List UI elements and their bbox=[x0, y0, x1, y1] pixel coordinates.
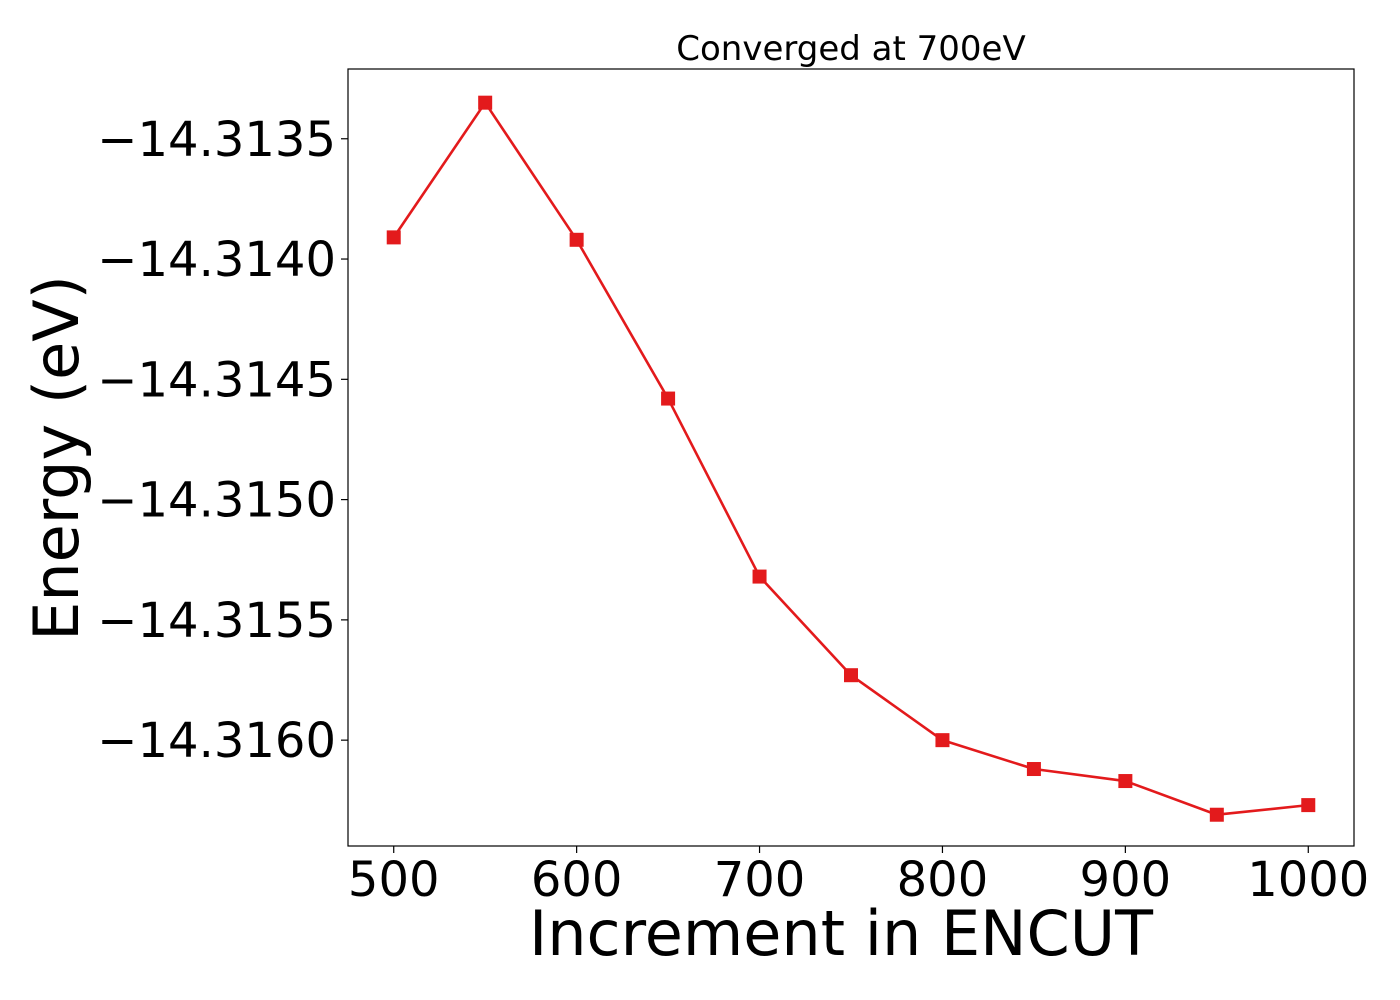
y-tick-label: −14.3150 bbox=[97, 473, 336, 529]
data-point-marker bbox=[478, 95, 493, 110]
data-point-marker bbox=[752, 569, 767, 584]
y-tick-label: −14.3135 bbox=[97, 112, 336, 168]
y-tick-label: −14.3160 bbox=[97, 713, 336, 769]
x-tick-label: 1000 bbox=[1247, 852, 1369, 908]
data-point-marker bbox=[1301, 798, 1316, 813]
x-tick-label: 900 bbox=[1080, 852, 1172, 908]
y-axis-title: Energy (eV) bbox=[20, 275, 93, 641]
x-tick-label: 500 bbox=[348, 852, 440, 908]
y-tick-label: −14.3145 bbox=[97, 352, 336, 408]
x-axis-title: Increment in ENCUT bbox=[529, 897, 1154, 970]
data-point-marker bbox=[661, 391, 676, 406]
x-axis-ticks: 500 600 700 800 900 1000 bbox=[348, 846, 1369, 908]
data-point-marker bbox=[935, 733, 950, 748]
series-line bbox=[392, 101, 1309, 817]
y-axis-ticks: −14.3135 −14.3140 −14.3145 −14.3150 −14.3155… bbox=[97, 112, 348, 769]
x-tick-label: 700 bbox=[714, 852, 806, 908]
data-point-marker bbox=[1026, 762, 1041, 777]
x-tick-label: 800 bbox=[897, 852, 989, 908]
plot-frame bbox=[347, 68, 1355, 847]
x-tick-label: 600 bbox=[531, 852, 623, 908]
data-point-marker bbox=[386, 230, 401, 245]
data-point-marker bbox=[844, 668, 858, 683]
chart-title: Converged at 700eV bbox=[676, 29, 1025, 69]
y-tick-label: −14.3155 bbox=[97, 593, 336, 649]
series-layer bbox=[386, 95, 1316, 822]
y-tick-label: −14.3140 bbox=[97, 232, 336, 288]
data-point-marker bbox=[1209, 807, 1224, 822]
data-point-marker bbox=[1118, 774, 1133, 789]
data-point-marker bbox=[569, 232, 584, 247]
